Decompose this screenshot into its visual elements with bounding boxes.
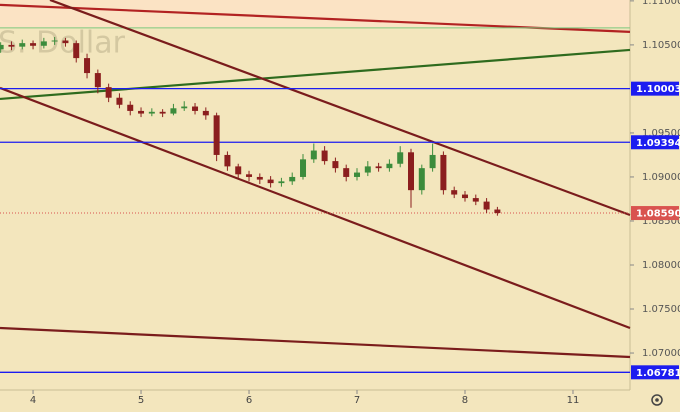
candle-body	[224, 154, 231, 167]
gear-center[interactable]	[655, 398, 659, 402]
gear[interactable]	[651, 394, 663, 406]
candle-body	[94, 73, 101, 88]
candle-body	[202, 110, 209, 116]
candle-body	[494, 209, 501, 214]
x-tick-label: 8	[462, 395, 468, 406]
candle-body	[408, 152, 415, 191]
candle-body	[40, 41, 47, 46]
upper-zone	[0, 0, 630, 28]
trend-line	[0, 326, 631, 359]
candle-body	[105, 87, 112, 98]
candle-body	[84, 58, 91, 74]
y-tick-label: 1.09000	[642, 172, 680, 183]
candle-body	[332, 161, 339, 169]
candle-body	[30, 43, 37, 46]
price-label-box	[631, 206, 679, 221]
price-label: 1.08590	[636, 209, 680, 220]
candle-body	[127, 104, 134, 111]
x-tick-label: 5	[138, 395, 144, 406]
candle-body	[148, 111, 155, 114]
settings-icon[interactable]	[651, 394, 663, 406]
y-tick-label: 1.07000	[642, 348, 680, 359]
candle-body	[213, 115, 220, 155]
trend-line	[0, 48, 631, 101]
candle-body	[451, 190, 458, 195]
candle-body	[19, 43, 26, 47]
y-tick-label: 1.11000	[642, 0, 680, 7]
y-tick-label: 1.08000	[642, 260, 680, 271]
candle-body	[461, 194, 468, 199]
candle-body	[138, 110, 145, 114]
y-tick-label: 1.07500	[642, 304, 680, 315]
price-label: 1.09394	[636, 138, 680, 149]
trend-line	[49, 0, 631, 217]
candle-body	[418, 168, 425, 191]
candle-body	[192, 106, 199, 111]
candle-body	[0, 44, 4, 50]
candle-body	[472, 198, 479, 202]
trend-line	[0, 86, 631, 330]
candle-body	[429, 154, 436, 169]
price-label-box	[631, 365, 679, 380]
candle-body	[354, 172, 361, 177]
y-tick-label: 1.10500	[642, 40, 680, 51]
candle-body	[235, 166, 242, 175]
x-tick-label: 7	[354, 395, 360, 406]
y-tick-label: 1.09500	[642, 128, 680, 139]
candle-body	[256, 176, 263, 180]
candle-body	[343, 168, 350, 177]
candle-body	[364, 166, 371, 173]
candle-body	[8, 44, 15, 47]
candle-body	[62, 40, 69, 44]
candle-body	[181, 106, 188, 109]
candle-body	[310, 150, 317, 160]
candle-body	[386, 163, 393, 169]
candle-body	[267, 179, 274, 184]
candle-body	[483, 201, 490, 210]
candle-body	[116, 97, 123, 105]
candle-body	[51, 40, 58, 42]
candle-body	[159, 111, 166, 114]
candle-body	[170, 108, 177, 114]
candle-body	[440, 154, 447, 191]
x-tick-label: 6	[246, 395, 252, 406]
trend-line	[0, 3, 631, 33]
candle-body	[300, 159, 307, 177]
price-label: 1.06781	[636, 368, 680, 379]
candle-body	[278, 181, 285, 184]
x-tick-label: 11	[567, 395, 580, 406]
y-tick-label: 1.08500	[642, 216, 680, 227]
candle-body	[397, 152, 404, 164]
candle-body	[321, 150, 328, 162]
price-label-box	[631, 81, 679, 96]
candle-body	[246, 174, 253, 177]
x-tick-label: 4	[30, 395, 36, 406]
price-label: 1.10003	[636, 84, 680, 95]
candle-body	[375, 166, 382, 169]
candle-body	[289, 176, 296, 182]
price-label-box	[631, 135, 679, 150]
candle-body	[73, 43, 80, 59]
